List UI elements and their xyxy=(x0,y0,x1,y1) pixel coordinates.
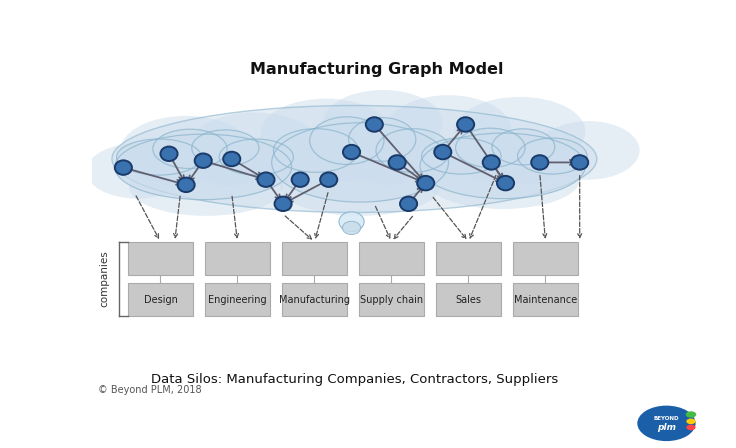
Ellipse shape xyxy=(116,139,202,175)
Ellipse shape xyxy=(492,129,555,165)
Bar xyxy=(205,242,270,275)
Circle shape xyxy=(686,425,696,430)
Ellipse shape xyxy=(417,176,434,190)
Ellipse shape xyxy=(339,212,364,232)
Ellipse shape xyxy=(291,172,309,187)
Bar xyxy=(358,283,424,316)
Ellipse shape xyxy=(280,157,440,216)
Bar xyxy=(358,242,424,275)
Text: Sales: Sales xyxy=(456,294,481,305)
Ellipse shape xyxy=(434,145,451,159)
Ellipse shape xyxy=(537,121,640,180)
Ellipse shape xyxy=(223,152,240,166)
Ellipse shape xyxy=(425,151,580,209)
Circle shape xyxy=(637,405,696,441)
Circle shape xyxy=(686,418,696,424)
Text: BEYOND: BEYOND xyxy=(654,416,679,421)
Ellipse shape xyxy=(112,105,597,212)
Ellipse shape xyxy=(497,176,514,190)
Bar xyxy=(282,242,347,275)
Ellipse shape xyxy=(319,151,375,181)
Ellipse shape xyxy=(501,157,554,185)
Ellipse shape xyxy=(177,177,194,192)
Bar xyxy=(436,283,501,316)
Ellipse shape xyxy=(349,117,416,161)
Ellipse shape xyxy=(115,134,291,200)
Ellipse shape xyxy=(366,117,383,132)
Bar xyxy=(205,283,270,316)
Text: Engineering: Engineering xyxy=(208,294,266,305)
Ellipse shape xyxy=(192,130,259,166)
Ellipse shape xyxy=(422,138,501,174)
Ellipse shape xyxy=(464,157,517,181)
Bar xyxy=(436,242,501,275)
Ellipse shape xyxy=(115,160,132,175)
Ellipse shape xyxy=(483,155,500,170)
Ellipse shape xyxy=(121,116,252,185)
Ellipse shape xyxy=(274,129,358,172)
Ellipse shape xyxy=(571,155,588,170)
Bar xyxy=(513,283,578,316)
Ellipse shape xyxy=(219,139,294,175)
Ellipse shape xyxy=(342,221,361,234)
Ellipse shape xyxy=(86,143,189,198)
Circle shape xyxy=(686,411,696,418)
Ellipse shape xyxy=(531,155,548,170)
Ellipse shape xyxy=(400,197,417,211)
Ellipse shape xyxy=(258,172,275,187)
Ellipse shape xyxy=(272,123,448,202)
Ellipse shape xyxy=(454,97,585,166)
Text: Manufacturing Graph Model: Manufacturing Graph Model xyxy=(250,62,504,78)
Ellipse shape xyxy=(310,117,384,164)
Ellipse shape xyxy=(320,172,337,187)
Ellipse shape xyxy=(323,90,443,155)
Text: Design: Design xyxy=(144,294,177,305)
Text: © Beyond PLM, 2018: © Beyond PLM, 2018 xyxy=(98,385,202,395)
Ellipse shape xyxy=(153,129,227,168)
Text: Supply chain: Supply chain xyxy=(360,294,423,305)
Bar xyxy=(127,242,194,275)
Bar xyxy=(282,283,347,316)
Ellipse shape xyxy=(420,133,585,198)
Ellipse shape xyxy=(194,154,212,168)
Ellipse shape xyxy=(162,158,219,183)
Bar xyxy=(127,283,194,316)
Ellipse shape xyxy=(202,158,258,185)
Ellipse shape xyxy=(129,157,283,216)
Text: Manufacturing: Manufacturing xyxy=(279,294,350,305)
Bar xyxy=(513,242,578,275)
Ellipse shape xyxy=(389,155,406,170)
Ellipse shape xyxy=(275,197,291,211)
Ellipse shape xyxy=(160,146,177,161)
Ellipse shape xyxy=(261,99,392,168)
Ellipse shape xyxy=(456,128,525,168)
Text: Maintenance: Maintenance xyxy=(514,294,577,305)
Text: companies: companies xyxy=(99,250,110,307)
Text: plm: plm xyxy=(657,423,676,432)
Ellipse shape xyxy=(358,152,415,185)
Ellipse shape xyxy=(376,129,450,172)
Ellipse shape xyxy=(517,138,587,174)
Ellipse shape xyxy=(343,145,360,159)
Ellipse shape xyxy=(189,112,320,181)
Ellipse shape xyxy=(457,117,474,132)
Text: Data Silos: Manufacturing Companies, Contractors, Suppliers: Data Silos: Manufacturing Companies, Con… xyxy=(151,373,558,386)
Ellipse shape xyxy=(386,95,512,164)
